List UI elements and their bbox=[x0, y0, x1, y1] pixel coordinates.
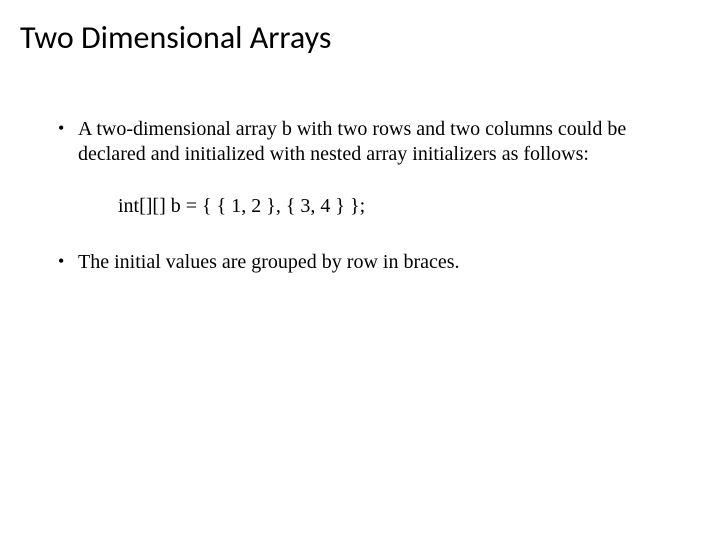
bullet-list: A two-dimensional array b with two rows … bbox=[30, 117, 690, 167]
slide-container: Two Dimensional Arrays A two-dimensional… bbox=[0, 0, 720, 540]
bullet-list: The initial values are grouped by row in… bbox=[30, 250, 690, 275]
slide-title: Two Dimensional Arrays bbox=[20, 18, 690, 57]
bullet-item: The initial values are grouped by row in… bbox=[58, 250, 690, 275]
bullet-item: A two-dimensional array b with two rows … bbox=[58, 117, 690, 167]
code-example: int[][] b = { { 1, 2 }, { 3, 4 } }; bbox=[118, 195, 690, 218]
